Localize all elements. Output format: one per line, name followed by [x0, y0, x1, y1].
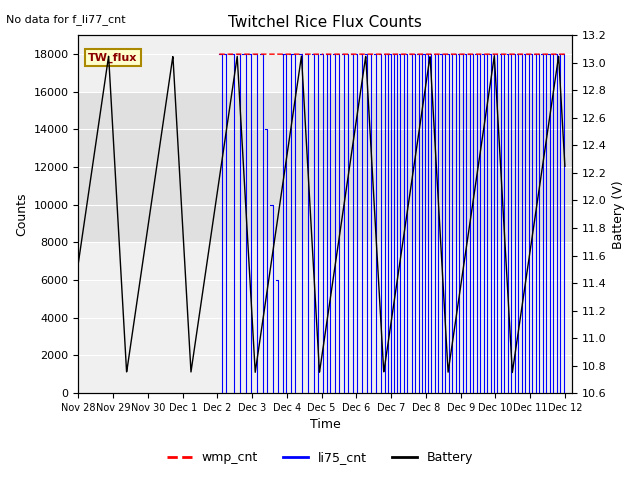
Y-axis label: Battery (V): Battery (V) [612, 180, 625, 249]
Y-axis label: Counts: Counts [15, 192, 28, 236]
Bar [79, 92, 572, 242]
Legend: wmp_cnt, li75_cnt, Battery: wmp_cnt, li75_cnt, Battery [162, 446, 478, 469]
Title: Twitchel Rice Flux Counts: Twitchel Rice Flux Counts [228, 15, 422, 30]
Text: No data for f_li77_cnt: No data for f_li77_cnt [6, 14, 126, 25]
X-axis label: Time: Time [310, 419, 340, 432]
Text: TW_flux: TW_flux [88, 52, 138, 63]
